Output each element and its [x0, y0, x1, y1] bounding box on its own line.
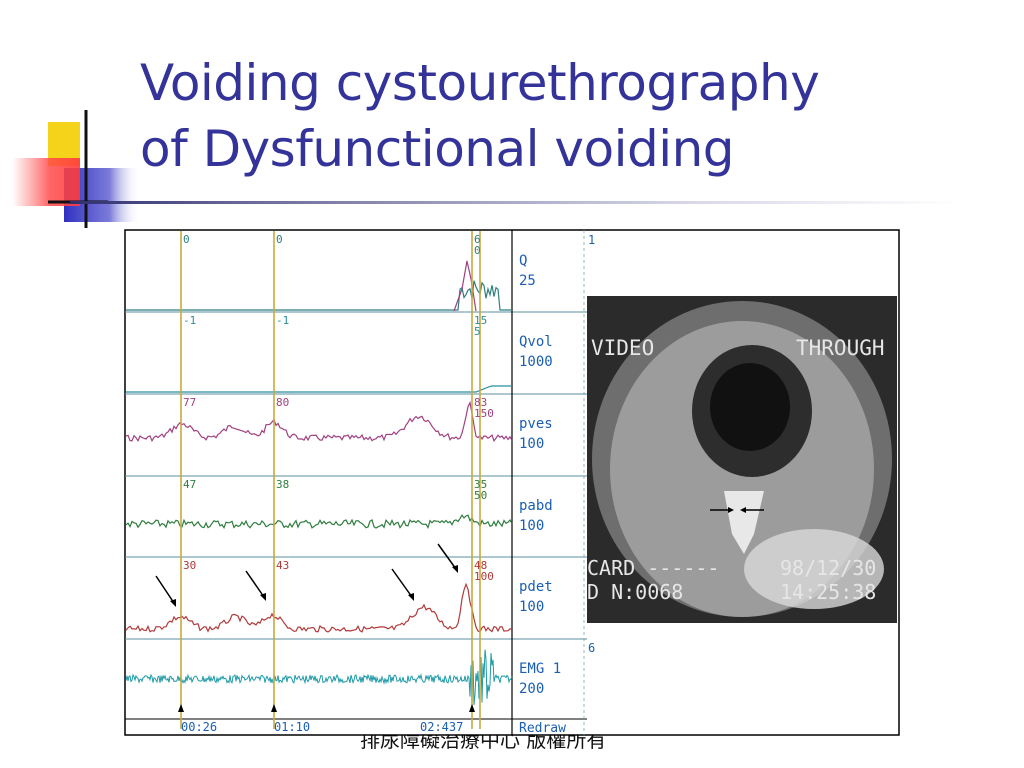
annotation-arrow — [437, 543, 457, 570]
channel-name-qvol: Qvol — [519, 334, 553, 350]
channel-name-pabd: pabd — [519, 498, 553, 514]
channel-labels: Q251Qvol10002pves1003pabd1004pdet1005EMG… — [519, 233, 595, 736]
event-value-label: 150 — [474, 407, 494, 420]
channel-scale: 100 — [519, 599, 544, 615]
event-markers: 0-17747300-1803843601558315035504810000:… — [155, 231, 494, 734]
annotation-arrow — [155, 575, 175, 604]
annotation-arrow — [245, 570, 265, 598]
chart-traces — [125, 260, 513, 706]
event-value-label: 38 — [276, 478, 289, 491]
event-value-label: 47 — [183, 478, 196, 491]
decorative-squares — [12, 110, 140, 228]
event-value-label: -1 — [183, 314, 196, 327]
event-value-label: 0 — [474, 244, 481, 257]
event-value-label: 50 — [474, 489, 487, 502]
annotation-arrowhead — [260, 593, 266, 601]
event-value-label: 48 — [474, 559, 487, 572]
qvol-trace — [126, 385, 512, 393]
channel-scale: 100 — [519, 518, 544, 534]
event-value-label: 100 — [474, 570, 494, 583]
urodynamic-figure: 0 -1 77 47 30 0 -1 80 38 43 6 0 15 5 83 150 35 50 48 100 00:… — [124, 229, 900, 736]
event-value-label: 80 — [276, 396, 289, 409]
inset-label-through: THROUGH — [796, 336, 885, 360]
event-value-label: 83 — [474, 396, 487, 409]
event-triangle — [271, 704, 277, 712]
channel-index: 1 — [588, 233, 595, 247]
channel-scale: 1000 — [519, 354, 553, 370]
title-line-2: of Dysfunctional voiding — [140, 120, 735, 178]
urodynamic-chart: 0-17747300-1803843601558315035504810000:… — [124, 229, 900, 736]
event-value-label: 0 — [183, 233, 190, 246]
inset-time: 14:25:38 — [780, 580, 876, 604]
video-inset: VIDEO THROUGH CARD ------ D N:0068 98/12… — [587, 296, 897, 623]
annotation-arrowhead — [452, 565, 458, 573]
slide-title: Voiding cystourethrography of Dysfunctio… — [140, 50, 820, 182]
event-triangle — [469, 704, 475, 712]
pabd-trace — [125, 514, 513, 530]
arrowhead-right — [740, 507, 746, 513]
red-square — [12, 158, 80, 206]
event-value-label: 6 — [474, 233, 481, 246]
event-value-label: 0 — [276, 233, 283, 246]
inset-label-video: VIDEO — [591, 336, 654, 360]
pdet-trace — [125, 582, 513, 633]
redraw-label: Redraw — [519, 721, 566, 736]
pves-trace — [125, 400, 513, 443]
annotation-arrow — [391, 568, 413, 598]
event-value-label: 15 — [474, 314, 487, 327]
annotation-arrowhead — [170, 599, 176, 607]
time-label: 01:10 — [274, 720, 310, 734]
time-label: 02:437 — [420, 720, 463, 734]
emg-trace — [125, 649, 513, 706]
event-value-label: 30 — [183, 559, 196, 572]
inset-date: 98/12/30 — [780, 556, 876, 580]
channel-index: 6 — [588, 641, 595, 655]
urethra — [724, 491, 764, 554]
channel-name-pves: pves — [519, 416, 553, 432]
event-value-label: 43 — [276, 559, 289, 572]
event-value-label: 77 — [183, 396, 196, 409]
channel-scale: 25 — [519, 273, 536, 289]
event-value-label: 5 — [474, 325, 481, 338]
arrowhead-left — [728, 507, 734, 513]
q-trace — [126, 280, 512, 311]
channel-scale: 200 — [519, 681, 544, 697]
time-label: 00:26 — [181, 720, 217, 734]
event-triangle — [178, 704, 184, 712]
inset-label-id: D N:0068 — [587, 580, 683, 604]
channel-scale: 100 — [519, 436, 544, 452]
bladder-lumen — [710, 363, 790, 451]
channel-name-emg-1: EMG 1 — [519, 661, 561, 677]
title-line-1: Voiding cystourethrography — [140, 54, 820, 112]
annotation-arrowhead — [408, 593, 414, 601]
event-value-label: -1 — [276, 314, 289, 327]
channel-name-pdet: pdet — [519, 579, 553, 595]
pelvic-floor — [744, 529, 884, 609]
title-underline — [70, 201, 960, 204]
inset-label-card: CARD ------ — [587, 556, 719, 580]
event-value-label: 35 — [474, 478, 487, 491]
channel-name-q: Q — [519, 253, 527, 269]
chart-grid — [125, 230, 587, 735]
